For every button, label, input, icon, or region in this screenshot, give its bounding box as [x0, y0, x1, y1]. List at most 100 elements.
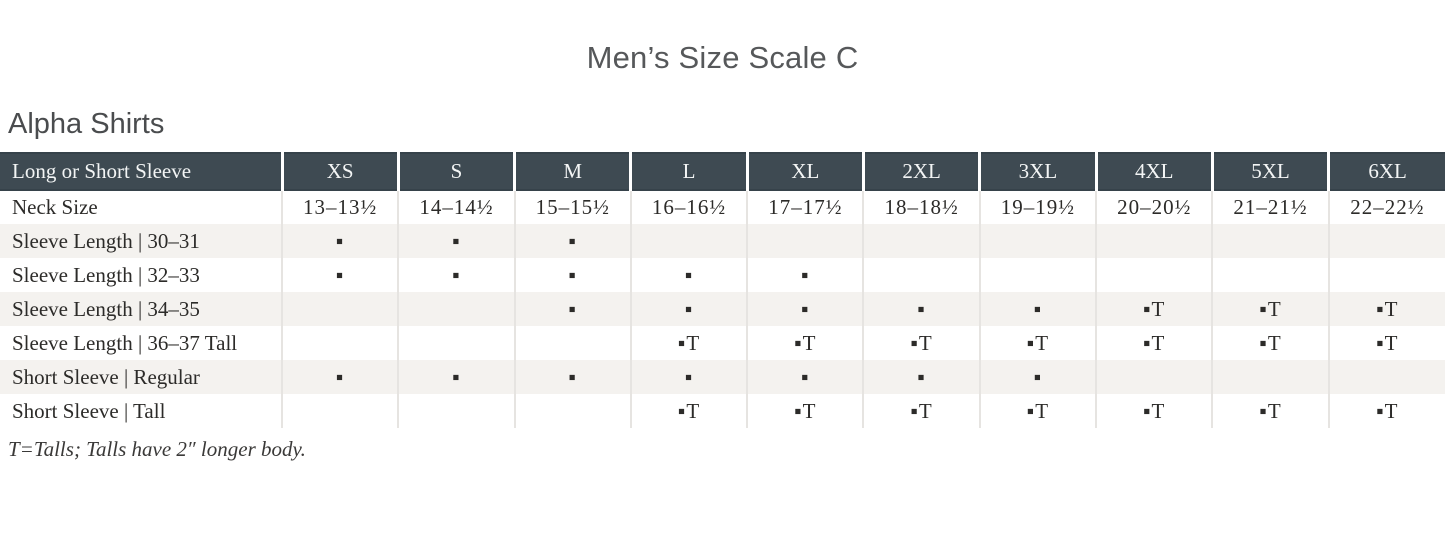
size-cell	[280, 326, 399, 360]
size-cell: ▪T	[746, 326, 864, 360]
size-cell	[397, 326, 515, 360]
size-cell: ▪T	[862, 326, 980, 360]
size-cell	[978, 224, 1097, 258]
size-cell: ▪	[397, 258, 515, 292]
size-cell: ▪T	[629, 394, 748, 428]
size-cell: ▪	[862, 292, 980, 326]
size-cell	[280, 394, 399, 428]
size-cell: 22–22½	[1327, 190, 1445, 224]
size-cell	[1211, 224, 1329, 258]
size-cell: ▪T	[746, 394, 864, 428]
column-header-3xl: 3XL	[978, 152, 1097, 191]
row-label: Sleeve Length | 36–37 Tall	[12, 330, 238, 355]
table-row: Sleeve Length | 36–37 Tall ▪T ▪T ▪T ▪T ▪T ▪T ▪…	[0, 326, 1445, 360]
size-cell: ▪	[746, 292, 864, 326]
size-cell: 19–19½	[978, 190, 1097, 224]
column-header-2xl: 2XL	[861, 152, 980, 191]
size-cell: ▪T	[978, 326, 1097, 360]
size-cell: ▪T	[1327, 326, 1445, 360]
size-cell: 18–18½	[862, 190, 980, 224]
size-cell	[629, 224, 748, 258]
size-cell: 15–15½	[513, 190, 631, 224]
size-cell: ▪	[978, 292, 1097, 326]
size-cell	[862, 258, 980, 292]
size-cell: ▪	[629, 360, 748, 394]
size-cell: ▪	[397, 224, 515, 258]
size-cell: ▪	[280, 258, 399, 292]
table-row: Sleeve Length | 32–33 ▪ ▪ ▪ ▪ ▪	[0, 258, 1445, 292]
size-cell: ▪T	[1211, 394, 1329, 428]
size-cell: 14–14½	[397, 190, 515, 224]
size-cell: ▪	[513, 258, 631, 292]
size-cell: 20–20½	[1095, 190, 1213, 224]
size-cell: ▪	[746, 258, 864, 292]
size-cell: ▪T	[1327, 394, 1445, 428]
size-cell: ▪	[629, 258, 748, 292]
row-label: Sleeve Length | 34–35	[0, 292, 282, 326]
size-table-body: Neck Size 13–13½ 14–14½ 15–15½ 16–16½ 17–17½…	[0, 190, 1445, 428]
row-label: Neck Size	[12, 195, 98, 219]
size-cell: ▪	[513, 224, 631, 258]
column-header-6xl: 6XL	[1327, 152, 1445, 191]
size-cell: ▪T	[1211, 292, 1329, 326]
page-title: Men’s Size Scale C	[586, 40, 859, 75]
size-cell: ▪	[397, 360, 515, 394]
size-cell	[1327, 360, 1445, 394]
row-label: Sleeve Length | 32–33	[12, 262, 200, 287]
size-cell: ▪	[513, 360, 631, 394]
size-cell: ▪T	[1095, 292, 1213, 326]
size-cell	[1211, 360, 1329, 394]
size-cell: ▪T	[1095, 326, 1213, 360]
size-cell: ▪	[280, 224, 399, 258]
table-row: Short Sleeve | Tall ▪T ▪T ▪T ▪T ▪T ▪T ▪T	[0, 394, 1445, 428]
table-row: Short Sleeve | Regular ▪ ▪ ▪ ▪ ▪ ▪ ▪	[0, 360, 1445, 394]
size-cell	[862, 224, 980, 258]
column-header-row-label: Long or Short Sleeve	[0, 152, 282, 191]
table-row: Neck Size 13–13½ 14–14½ 15–15½ 16–16½ 17–17½…	[0, 190, 1445, 224]
size-cell: 17–17½	[746, 190, 864, 224]
size-cell: ▪T	[629, 326, 748, 360]
size-cell: ▪	[862, 360, 980, 394]
column-header-l: L	[629, 152, 748, 191]
size-table-header: Long or Short Sleeve XS S M L XL 2XL 3XL…	[0, 152, 1445, 191]
size-cell	[1095, 258, 1213, 292]
size-cell: 21–21½	[1211, 190, 1329, 224]
column-header-m: M	[513, 152, 631, 191]
row-label: Short Sleeve | Regular	[0, 360, 282, 394]
table-row: Sleeve Length | 34–35 ▪ ▪ ▪ ▪ ▪ ▪T ▪T ▪T	[0, 292, 1445, 326]
column-header-4xl: 4XL	[1094, 152, 1213, 191]
row-label: Short Sleeve | Tall	[12, 398, 166, 423]
header-row: Long or Short Sleeve XS S M L XL 2XL 3XL…	[0, 152, 1445, 191]
size-cell: 13–13½	[280, 190, 399, 224]
column-header-s: S	[396, 152, 515, 191]
size-cell	[1095, 360, 1213, 394]
size-cell: ▪T	[978, 394, 1097, 428]
size-cell	[397, 394, 515, 428]
size-cell: ▪	[629, 292, 748, 326]
column-header-xs: XS	[280, 152, 399, 191]
column-header-xl: XL	[745, 152, 864, 191]
size-cell	[280, 292, 399, 326]
size-cell	[746, 224, 864, 258]
size-cell: ▪T	[1327, 292, 1445, 326]
size-chart-table: Long or Short Sleeve XS S M L XL 2XL 3XL…	[0, 152, 1445, 428]
size-cell: ▪T	[862, 394, 980, 428]
size-cell	[1095, 224, 1213, 258]
size-cell	[1327, 258, 1445, 292]
footnote: T=Talls; Talls have 2″ longer body.	[8, 437, 306, 461]
size-cell: ▪	[280, 360, 399, 394]
size-cell	[513, 394, 631, 428]
size-cell	[1211, 258, 1329, 292]
size-cell	[978, 258, 1097, 292]
column-header-5xl: 5XL	[1210, 152, 1329, 191]
size-cell: ▪T	[1211, 326, 1329, 360]
size-cell: ▪	[513, 292, 631, 326]
size-cell: 16–16½	[629, 190, 748, 224]
size-cell	[513, 326, 631, 360]
section-heading-alpha-shirts: Alpha Shirts	[8, 108, 165, 140]
size-cell	[397, 292, 515, 326]
size-cell: ▪T	[1095, 394, 1213, 428]
size-cell: ▪	[746, 360, 864, 394]
row-label: Sleeve Length | 30–31	[0, 224, 282, 258]
size-cell	[1327, 224, 1445, 258]
